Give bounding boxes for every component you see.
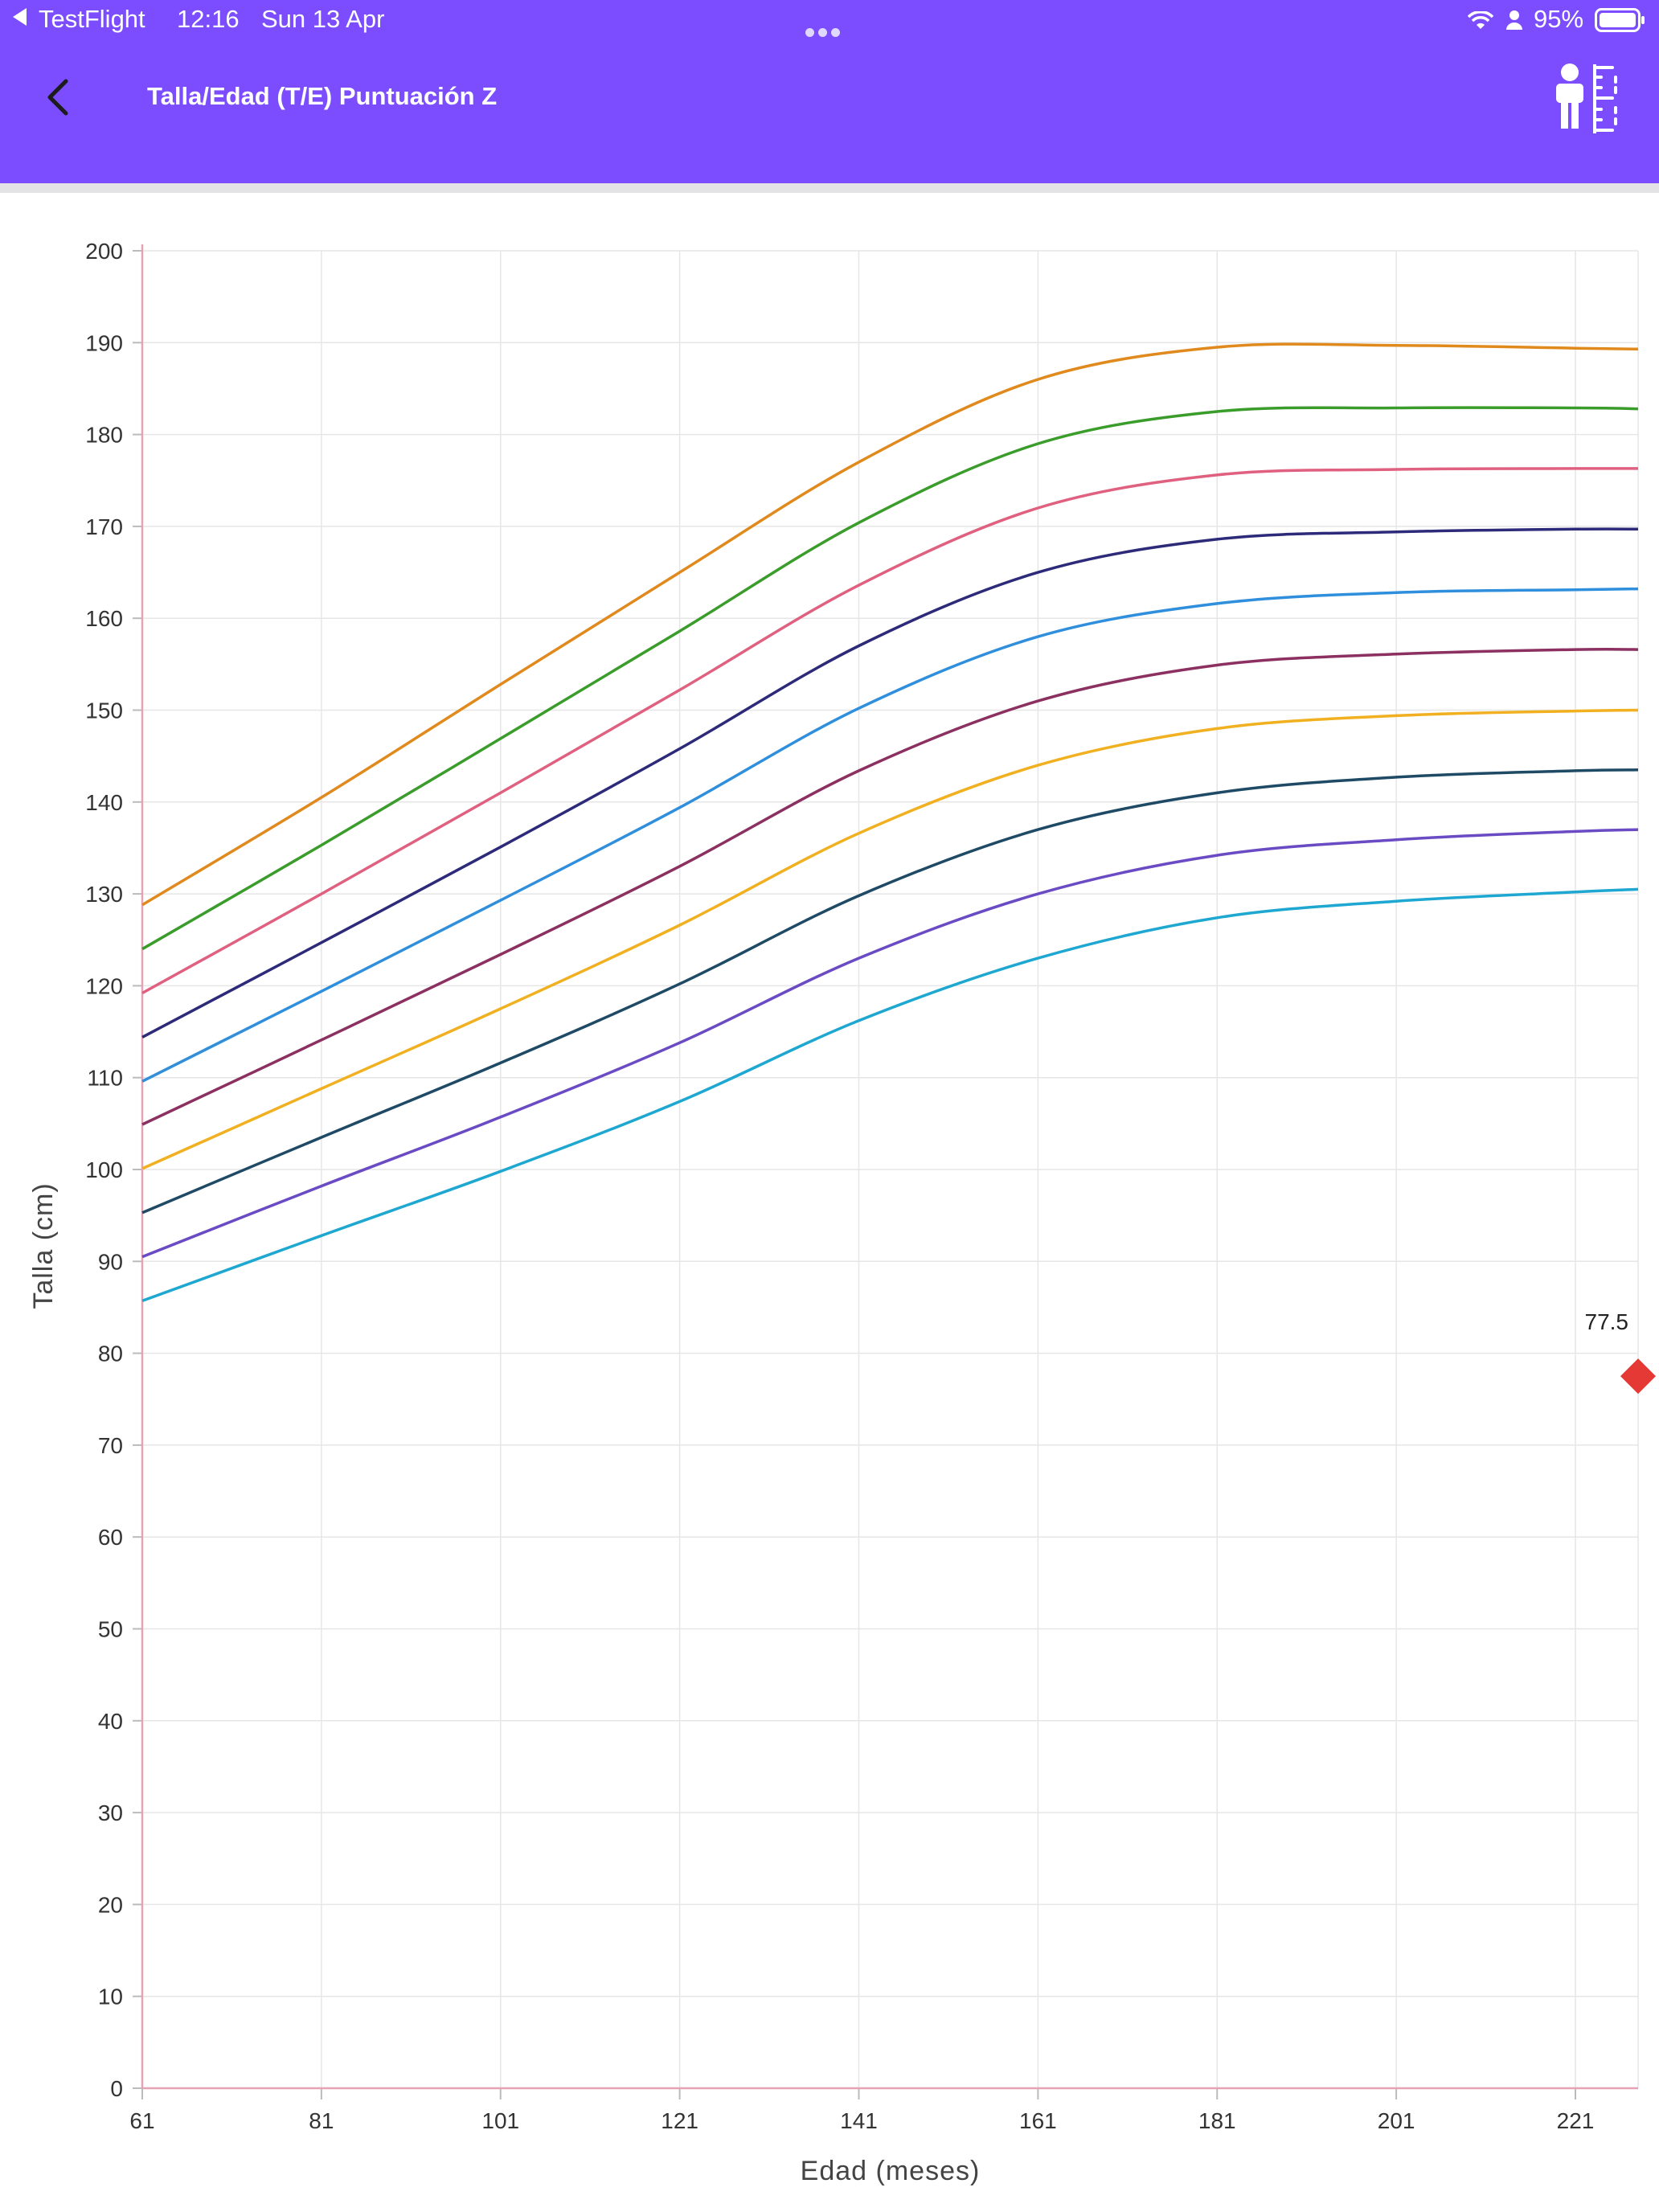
patient-measurement[interactable]: 77.5 (1585, 1309, 1657, 1395)
y-tick-label: 100 (85, 1157, 123, 1182)
y-tick-label: 160 (85, 606, 123, 631)
y-tick-label: 40 (98, 1709, 123, 1734)
status-time: 12:16 (177, 5, 240, 33)
y-axis-title: Talla (cm) (28, 1182, 59, 1309)
status-date: Sun 13 Apr (261, 5, 385, 33)
x-tick-label: 221 (1557, 2108, 1595, 2133)
y-tick-label: 120 (85, 973, 123, 998)
patient-point-marker[interactable] (1620, 1358, 1656, 1395)
app-bar: TestFlight 12:16 Sun 13 Apr 95% Talla/Ed… (0, 0, 1659, 183)
chart-type-button[interactable] (1542, 61, 1622, 138)
z-score-curve (141, 647, 1639, 1126)
z-score-curve (141, 467, 1639, 995)
y-tick-label: 20 (98, 1892, 123, 1917)
y-tick-label: 10 (98, 1985, 123, 2009)
y-tick-label: 150 (85, 698, 123, 723)
z-score-curves (141, 342, 1639, 1303)
y-tick-label: 140 (85, 790, 123, 815)
y-tick-label: 50 (98, 1617, 123, 1642)
chart-axes (133, 244, 1638, 2099)
x-tick-label: 81 (309, 2108, 334, 2133)
x-tick-label: 101 (481, 2108, 519, 2133)
y-tick-label: 200 (85, 239, 123, 264)
y-tick-label: 170 (85, 514, 123, 539)
y-tick-label: 90 (98, 1249, 123, 1274)
y-tick-label: 190 (85, 330, 123, 355)
height-for-age-chart: 0 10 20 30 40 50 60 70 80 90 100 110 120 130 140 150 160… (28, 239, 1657, 2186)
page-title: Talla/Edad (T/E) Puntuación Z (147, 82, 498, 110)
z-score-curve (141, 587, 1639, 1083)
child-measure-icon (1556, 63, 1617, 133)
back-button[interactable] (31, 69, 87, 125)
back-app-label[interactable]: TestFlight (39, 5, 145, 33)
y-tick-label: 30 (98, 1800, 123, 1825)
x-tick-label: 201 (1378, 2108, 1415, 2133)
x-axis-ticks: 61 81 101 121 141 161 181 201 221 (129, 2108, 1594, 2133)
wifi-icon (1468, 11, 1493, 29)
y-tick-label: 0 (110, 2076, 123, 2101)
z-score-curve (141, 708, 1639, 1170)
y-tick-label: 180 (85, 423, 123, 448)
x-tick-label: 61 (129, 2108, 154, 2133)
x-tick-label: 161 (1019, 2108, 1057, 2133)
z-score-curve (141, 828, 1639, 1259)
chevron-left-icon (47, 79, 68, 116)
z-score-curve (141, 527, 1639, 1038)
patient-point-label: 77.5 (1585, 1309, 1629, 1334)
y-tick-label: 130 (85, 882, 123, 907)
y-tick-label: 110 (87, 1066, 123, 1091)
status-bar: TestFlight 12:16 Sun 13 Apr 95% (0, 0, 1659, 40)
z-score-curve (141, 342, 1639, 907)
y-tick-label: 70 (98, 1433, 123, 1458)
x-tick-label: 121 (661, 2108, 698, 2133)
y-tick-label: 60 (98, 1525, 123, 1550)
y-axis-ticks: 0 10 20 30 40 50 60 70 80 90 100 110 120 130 140 150 160… (85, 239, 123, 2101)
header-divider (0, 183, 1659, 193)
x-tick-label: 181 (1198, 2108, 1236, 2133)
battery-percentage: 95% (1534, 5, 1584, 33)
y-tick-label: 80 (98, 1342, 123, 1366)
person-status-icon (1506, 10, 1522, 30)
z-score-curve (141, 887, 1639, 1303)
z-score-curve (141, 768, 1639, 1215)
x-tick-label: 141 (840, 2108, 878, 2133)
z-score-curve (141, 406, 1639, 951)
multitasking-dots-icon[interactable] (805, 14, 844, 43)
battery-icon (1595, 8, 1645, 32)
x-axis-title: Edad (meses) (801, 2156, 981, 2186)
back-to-app-icon[interactable] (13, 8, 27, 26)
